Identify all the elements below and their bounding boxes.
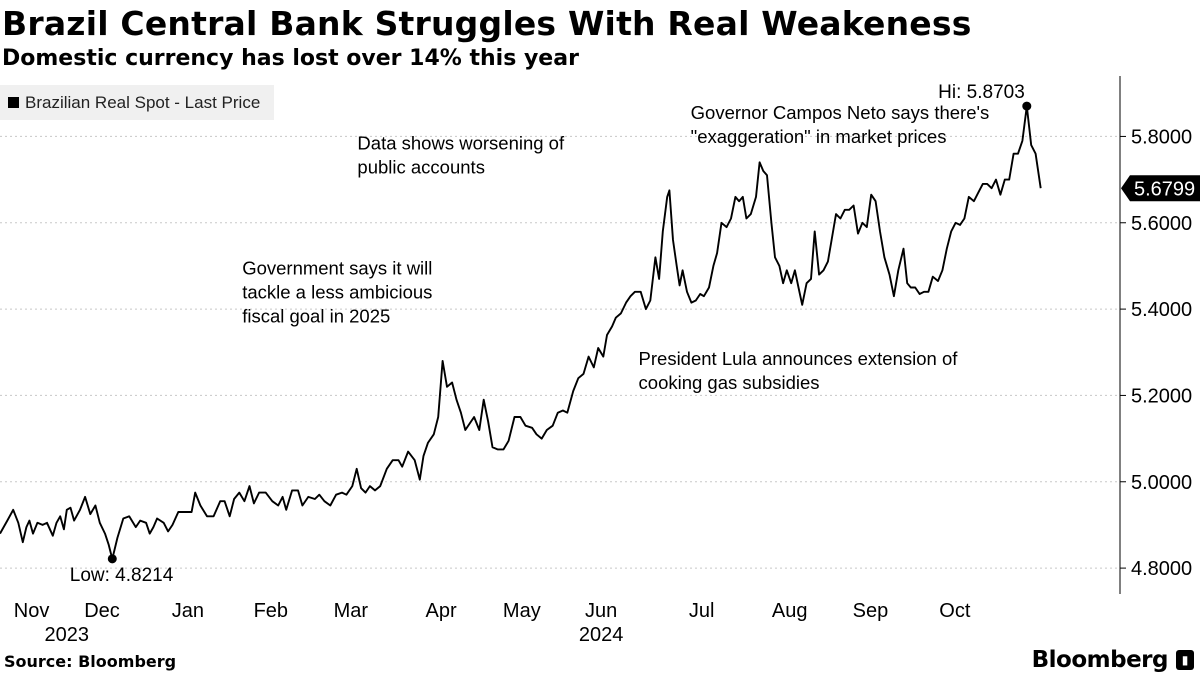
last-value-tag xyxy=(1121,175,1200,202)
y-tick-label: 5.2000 xyxy=(1131,385,1192,407)
y-tick-label: 5.4000 xyxy=(1131,299,1192,321)
x-tick-label-month: Feb xyxy=(254,600,288,622)
x-tick-label-month: Dec xyxy=(84,600,120,622)
annotation-text: Data shows worsening of xyxy=(357,132,565,153)
annotation-text: "exaggeration" in market prices xyxy=(691,126,947,147)
annotation-text: public accounts xyxy=(357,156,485,177)
annotation-text: Governor Campos Neto says there's xyxy=(691,102,990,123)
annotation-text: cooking gas subsidies xyxy=(639,372,820,393)
bloomberg-bars-icon: ▮ xyxy=(1176,650,1194,670)
y-tick-label: 5.0000 xyxy=(1131,472,1192,494)
high-label: Hi: 5.8703 xyxy=(938,82,1025,103)
x-tick-label-month: Sep xyxy=(853,600,889,622)
source-note: Source: Bloomberg xyxy=(4,652,177,671)
y-tick-label: 5.8000 xyxy=(1131,126,1192,148)
chart-subtitle: Domestic currency has lost over 14% this… xyxy=(2,46,579,71)
x-tick-label-month: Oct xyxy=(939,600,971,622)
x-tick-label-month: Jun xyxy=(585,600,617,622)
annotation-text: President Lula announces extension of xyxy=(639,348,959,369)
legend: Brazilian Real Spot - Last Price xyxy=(0,85,275,120)
x-tick-label-month: May xyxy=(503,600,541,622)
brand-logo: Bloomberg xyxy=(1031,647,1169,673)
x-tick-label-month: Apr xyxy=(426,600,457,622)
y-tick-label: 4.8000 xyxy=(1131,558,1192,580)
annotation-text: Government says it will xyxy=(242,258,432,279)
series-line xyxy=(0,105,1042,560)
x-tick-label-month: Aug xyxy=(772,600,808,622)
x-tick-label-month: Jul xyxy=(689,600,715,622)
annotation-text: tackle a less ambicious xyxy=(242,282,432,303)
low-point-marker xyxy=(107,554,117,564)
chart-title: Brazil Central Bank Struggles With Real … xyxy=(2,4,972,43)
high-point-marker xyxy=(1022,101,1032,111)
last-value-label: 5.6799 xyxy=(1134,178,1195,200)
low-label: Low: 4.8214 xyxy=(70,565,174,586)
annotation-text: fiscal goal in 2025 xyxy=(242,306,390,327)
legend-swatch-icon xyxy=(8,97,19,108)
x-tick-label-month: Mar xyxy=(334,600,369,622)
x-tick-label-month: Jan xyxy=(172,600,204,622)
x-tick-label-year: 2024 xyxy=(579,624,624,646)
x-tick-label-month: Nov xyxy=(14,600,50,622)
y-tick-label: 5.6000 xyxy=(1131,213,1192,235)
legend-label: Brazilian Real Spot - Last Price xyxy=(25,92,261,112)
x-tick-label-year: 2023 xyxy=(45,624,90,646)
